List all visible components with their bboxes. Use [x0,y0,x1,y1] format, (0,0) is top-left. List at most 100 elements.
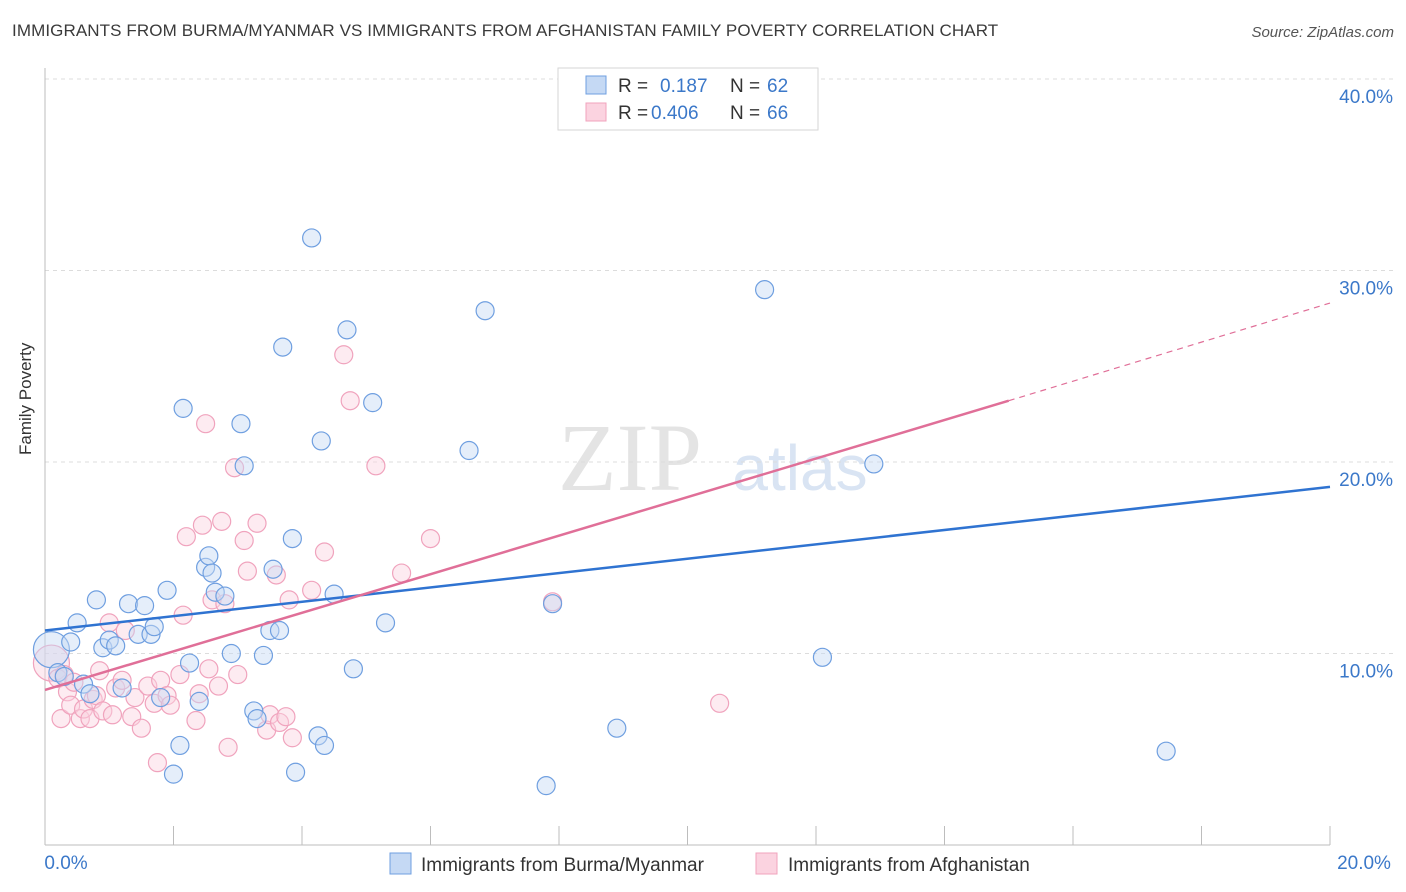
scatter-point [134,596,155,616]
scatter-point [1156,741,1176,761]
legend-n-value-burma: 62 [767,76,788,97]
scatter-point [754,280,775,300]
legend-r-label-burma: R = [618,76,648,97]
scatter-point [228,664,248,685]
scatter-point [32,631,71,669]
scatter-point [282,728,302,748]
scatter-point [215,586,235,606]
bottom-legend-swatch-burma [389,852,412,875]
scatter-point [234,456,254,476]
tick-labels: 10.0% 20.0% 30.0% 40.0% 0.0% 20.0% [44,87,1393,874]
scatter-point [237,561,257,581]
series-burma-points [32,228,1176,796]
chart-title: IMMIGRANTS FROM BURMA/MYANMAR VS IMMIGRA… [12,21,999,40]
scatter-point [247,709,267,729]
scatter-point [475,301,495,321]
legend-swatch-burma [585,75,607,95]
scatter-point [218,737,238,757]
scatter-point [459,440,479,461]
scatter-point [179,653,200,673]
scatter-point [276,707,296,727]
scatter-point [375,613,396,633]
scatter-point [244,701,264,721]
scatter-point [212,511,232,531]
scatter-point [131,718,151,738]
scatter-point [147,753,168,773]
scatter-point [231,414,251,434]
watermark-atlas: atlas [732,432,867,504]
scatter-point [208,676,229,696]
scatter-point [366,456,386,476]
scatter-point [224,458,245,478]
scatter-point [864,454,884,474]
y-tick-label: 40.0% [1339,87,1393,108]
scatter-point [263,559,283,579]
scatter-point [710,693,730,713]
scatter-point [205,582,225,602]
scatter-point [812,647,833,667]
scatter-point [334,345,354,365]
scatter-point [607,718,627,738]
trend-line-burma [44,485,1331,632]
scatter-point [260,705,280,725]
legend-r-value-afghanistan: 0.406 [651,103,699,124]
watermark-zip: ZIP [558,404,702,511]
y-tick-label: 20.0% [1339,470,1393,491]
scatter-point [93,701,113,721]
scatter-point [221,643,241,664]
scatter-point [196,414,216,434]
trend-line-afghanistan-extension [1008,302,1331,402]
legend-n-label-burma: N = [730,76,760,97]
scatter-point [54,666,74,687]
scatter-point [199,546,219,566]
scatter-point [285,762,306,782]
scatter-point [269,620,290,641]
scatter-point [61,695,81,715]
legend-r-label-afghanistan: R = [618,103,648,124]
scatter-point [157,580,177,600]
scatter-point [189,691,209,711]
scatter-point [189,684,209,704]
scatter-point [266,565,286,585]
scatter-point [51,709,71,729]
scatter-point [337,320,357,340]
scatter-point [86,590,107,610]
scatter-point [176,527,196,547]
grid-lines [45,78,1393,654]
scatter-point [314,735,335,756]
bottom-legend-label-burma: Immigrants from Burma/Myanmar [421,855,705,876]
bottom-legend-label-afghanistan: Immigrants from Afghanistan [788,855,1030,876]
legend: R = 0.187 N = 62 R = 0.406 N = 66 [557,67,819,131]
scatter-point [202,563,222,583]
scatter-point [163,764,184,784]
scatter-point [542,594,563,614]
scatter-point [202,590,222,610]
scatter-point [186,710,206,731]
scatter-point [67,613,87,633]
legend-n-label-afghanistan: N = [730,103,760,124]
scatter-point [112,670,132,690]
bottom-legend-swatch-afghanistan [755,852,778,875]
scatter-point [32,644,71,682]
trend-line-afghanistan [44,399,1010,692]
legend-swatch-afghanistan [585,102,607,122]
scatter-point [536,776,556,796]
scatter-point [61,632,81,652]
scatter-point [273,337,293,357]
scatter-point [173,398,193,418]
scatter-point [314,542,335,562]
scatter-point [247,513,267,533]
scatter-point [106,678,126,698]
legend-r-value-burma: 0.187 [660,76,708,97]
scatter-point [253,645,274,666]
scatter-point [311,431,331,451]
y-tick-label: 10.0% [1339,662,1393,683]
scatter-point [141,624,161,644]
scatter-point [144,617,164,637]
scatter-point [343,659,363,679]
scatter-point [170,735,190,756]
x-tick-label: 0.0% [44,853,87,874]
scatter-point [160,695,180,715]
scatter-point [234,530,254,551]
scatter-point [282,528,302,549]
